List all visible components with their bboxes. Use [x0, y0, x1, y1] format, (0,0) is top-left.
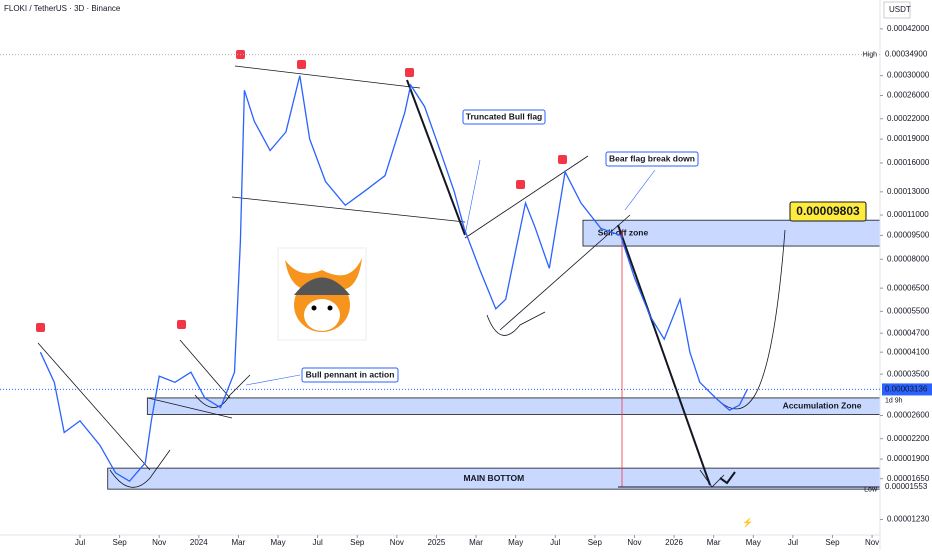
y-tick-label: 0.00003500	[887, 369, 930, 378]
x-tick-label: Jul	[788, 538, 798, 547]
price-line	[39, 75, 748, 483]
x-tick-label: Nov	[865, 538, 879, 547]
zone	[146, 397, 881, 415]
y-tick-label: 0.00005500	[887, 306, 930, 315]
y-tick-label: 0.00002600	[887, 411, 930, 420]
x-tick-label: Sep	[112, 538, 127, 547]
zone	[582, 219, 881, 247]
y-tick-label: 0.00016000	[887, 158, 930, 167]
y-tick-label: 0.00004100	[887, 347, 930, 356]
zone-label: Accumulation Zone	[783, 400, 862, 410]
y-tick-label: 0.00001230	[887, 515, 930, 524]
y-tick-label: 0.00042000	[887, 24, 930, 33]
zone-label: Sell-off zone	[598, 227, 649, 237]
x-tick-label: 2024	[190, 538, 208, 547]
annotation-box	[605, 151, 699, 167]
y-tick-label: 0.00002200	[887, 434, 930, 443]
x-tick-label: May	[270, 538, 285, 547]
x-tick-label: Nov	[152, 538, 166, 547]
x-tick-label: Sep	[825, 538, 840, 547]
trendlines	[37, 65, 786, 488]
y-tick-label: 0.00019000	[887, 134, 930, 143]
y-tick-label: 0.00009500	[887, 231, 930, 240]
price-tag-text: High	[863, 51, 878, 58]
y-tick-label: 0.00030000	[887, 71, 930, 80]
annotation-box	[301, 367, 399, 383]
chart-title: FLOKI / TetherUS · 3D · Binance	[4, 4, 121, 13]
annotation: Bull pennant in action	[306, 369, 395, 379]
target-box	[789, 201, 867, 222]
annotation: Truncated Bull flag	[466, 111, 543, 121]
currency: USDT	[889, 5, 911, 14]
y-tick-label: 0.00001650	[887, 474, 930, 483]
y-tick-label: 0.00011000	[887, 210, 929, 219]
currency-box	[883, 1, 911, 19]
x-tick-label: Mar	[707, 538, 721, 547]
x-tick-label: Jul	[550, 538, 560, 547]
annotation: Bear flag break down	[609, 153, 695, 163]
y-tick-label: 0.00013000	[887, 187, 930, 196]
price-tag	[882, 481, 932, 494]
x-tick-label: Mar	[469, 538, 483, 547]
x-tick-label: May	[746, 538, 761, 547]
y-tick-label: 0.00008000	[887, 254, 930, 263]
y-tick-label: 0.00022000	[887, 114, 930, 123]
annotation-box	[462, 109, 546, 125]
y-tick-label: 0.00001900	[887, 454, 930, 463]
target-label: 0.00009803	[796, 204, 860, 218]
x-tick-label: Mar	[232, 538, 246, 547]
price-tag-text: Low	[864, 487, 878, 494]
y-tick-label: 0.00006500	[887, 283, 930, 292]
x-tick-label: 2025	[428, 538, 446, 547]
price-tag	[882, 383, 932, 396]
x-tick-label: Nov	[627, 538, 641, 547]
price-tag-label: 0.00001553	[885, 482, 928, 491]
x-tick-label: May	[508, 538, 523, 547]
icons	[36, 50, 567, 332]
countdown: 1d 9h	[885, 397, 903, 404]
logo	[277, 247, 367, 341]
price-tag-label: 0.00003136	[885, 385, 928, 394]
x-tick-label: Sep	[350, 538, 365, 547]
zone-label: MAIN BOTTOM	[463, 473, 524, 483]
price-tag-label: 0.00034900	[885, 50, 928, 59]
x-tick-label: 2026	[665, 538, 683, 547]
price-tag	[882, 48, 932, 61]
lightning-icon: ⚡	[742, 516, 753, 528]
x-tick-label: Jul	[313, 538, 323, 547]
x-tick-label: Jul	[75, 538, 85, 547]
x-tick-label: Nov	[390, 538, 404, 547]
x-tick-label: Sep	[588, 538, 603, 547]
y-tick-label: 0.00004700	[887, 328, 930, 337]
y-tick-label: 0.00026000	[887, 91, 930, 100]
